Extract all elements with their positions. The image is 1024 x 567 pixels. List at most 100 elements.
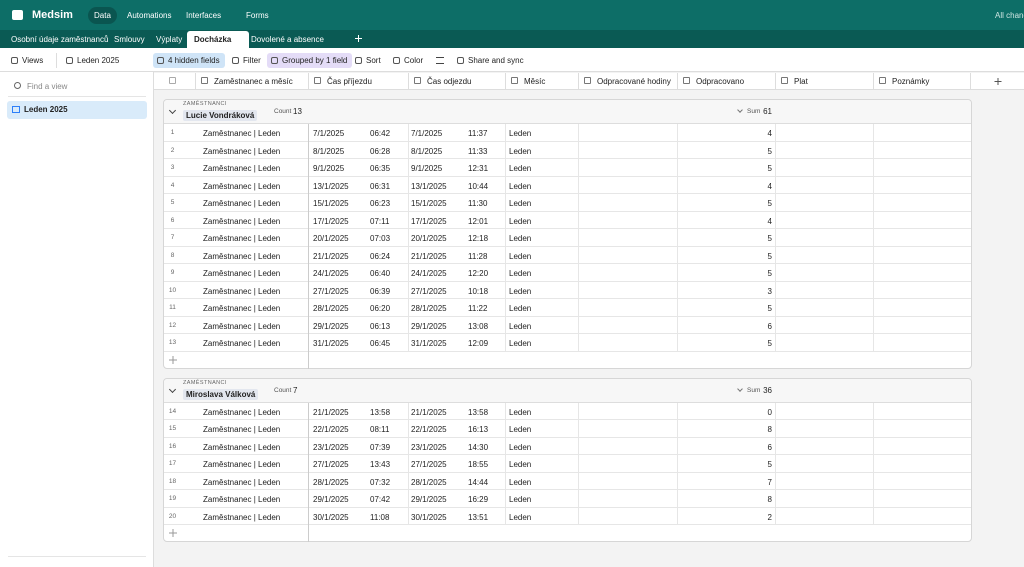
record-row[interactable] [164,142,971,160]
row-number: 3 [165,164,180,171]
record-row[interactable] [164,473,971,491]
cell: 15/1/2025 [411,199,447,208]
record-row[interactable] [164,264,971,282]
cell-number: 6 [768,322,772,331]
row-height-button[interactable] [436,57,444,64]
cell: Leden [509,513,531,522]
column-divider [775,124,776,352]
record-row[interactable] [164,229,971,247]
record-row[interactable] [164,420,971,438]
column-divider [873,124,874,352]
cell: Zaměstnanec | Leden [203,234,280,243]
add-record[interactable] [168,355,178,365]
column-header[interactable]: Poznámky [873,73,970,90]
tab[interactable]: Osobní údaje zaměstnanců [4,31,115,48]
add-tab[interactable] [354,34,363,43]
cell: 06:13 [370,322,390,331]
column-header[interactable]: Plat [775,73,873,90]
nav-item[interactable]: Automations [121,7,177,24]
cell: 11:22 [468,304,487,313]
row-number: 13 [165,339,180,346]
cell: Zaměstnanec | Leden [203,182,280,191]
cell: Zaměstnanec | Leden [203,443,280,452]
row-number: 1 [165,129,180,136]
record-row[interactable] [164,282,971,300]
view-search[interactable]: Find a view [27,82,67,91]
column-divider [408,403,409,526]
cell: 11:33 [468,147,487,156]
row-number: 9 [165,269,180,276]
record-row[interactable] [164,194,971,212]
plus-icon [168,528,178,538]
cell-number: 5 [768,304,772,313]
cell: 06:23 [370,199,390,208]
cell: 13:08 [468,322,488,331]
cell: 7/1/2025 [411,129,442,138]
cell: Leden [509,182,531,191]
cell: 11:08 [370,513,389,522]
tab[interactable]: Smlouvy [107,31,152,48]
nav-item[interactable]: Forms [240,7,275,24]
cell: 9/1/2025 [411,164,442,173]
toolbar-icon [457,57,464,64]
row-number: 4 [165,182,180,189]
row-number: 7 [165,234,180,241]
cell-number: 5 [768,339,772,348]
nav-item[interactable]: Data [88,7,117,24]
group-field: ZAMĚSTNANCI [183,101,227,107]
tab[interactable]: Docházka [187,31,249,48]
column-header[interactable]: Zaměstnanec a měsíc [195,73,308,90]
record-row[interactable] [164,317,971,335]
add-record[interactable] [168,528,178,538]
cell: 21/1/2025 [411,408,447,417]
column-header[interactable]: Čas příjezdu [308,73,408,90]
toolbar-icon [271,57,278,64]
cell: 27/1/2025 [313,460,349,469]
record-row[interactable] [164,334,971,352]
record-row[interactable] [164,247,971,265]
cell-number: 5 [768,164,772,173]
column-header[interactable]: Odpracované hodiny [578,73,677,90]
record-row[interactable] [164,299,971,317]
cell: Leden [509,147,531,156]
record-row[interactable] [164,490,971,508]
column-header[interactable]: Odpracovano [677,73,775,90]
select-all[interactable] [169,77,176,84]
tab[interactable]: Dovolené a absence [244,31,331,48]
cell: 22/1/2025 [411,425,447,434]
column-divider [873,403,874,526]
cell: Leden [509,252,531,261]
cell: 20/1/2025 [313,234,349,243]
field-icon [584,77,591,84]
cell: 27/1/2025 [411,460,447,469]
app-name[interactable]: Medsim [32,9,73,21]
cell: Leden [509,339,531,348]
add-column[interactable] [970,73,1024,90]
cell: 06:35 [370,164,390,173]
cell: Zaměstnanec | Leden [203,339,280,348]
toolbar-icon [66,57,73,64]
record-row[interactable] [164,508,971,526]
nav-item[interactable]: Interfaces [180,7,227,24]
cell: Zaměstnanec | Leden [203,408,280,417]
record-row[interactable] [164,455,971,473]
row-number: 14 [165,408,180,415]
record-row[interactable] [164,212,971,230]
cell: 12:09 [468,339,488,348]
record-row[interactable] [164,177,971,195]
record-row[interactable] [164,124,971,142]
toolbar-button[interactable]: Grouped by 1 field [267,53,352,68]
tab[interactable]: Výplaty [149,31,189,48]
view-item[interactable]: Leden 2025 [7,101,147,119]
view-icon [12,106,20,113]
cell: 20/1/2025 [411,234,447,243]
cell: 27/1/2025 [411,287,447,296]
record-row[interactable] [164,403,971,421]
toolbar-button[interactable]: Share and sync [453,53,529,68]
row-number: 19 [165,495,180,502]
record-row[interactable] [164,438,971,456]
record-row[interactable] [164,159,971,177]
logo [12,10,23,20]
cell: 07:11 [370,217,389,226]
column-header[interactable]: Čas odjezdu [408,73,505,90]
